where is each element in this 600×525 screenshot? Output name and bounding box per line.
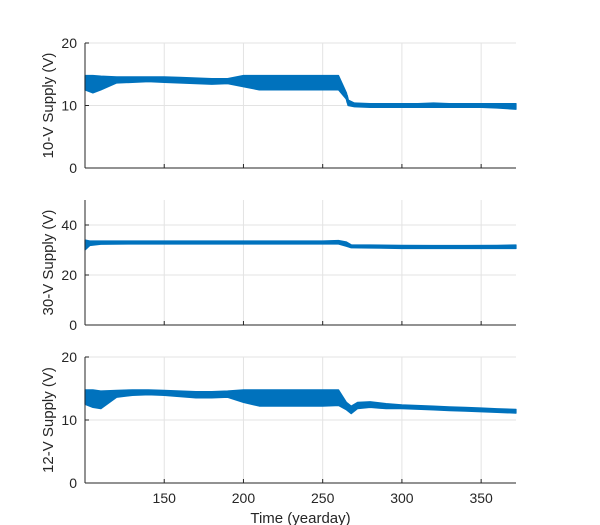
y-tick-label: 20 bbox=[61, 267, 77, 283]
y-axis-label: 30-V Supply (V) bbox=[40, 210, 57, 316]
series-line-1 bbox=[84, 241, 516, 249]
series-line-1 bbox=[84, 77, 517, 109]
y-tick-label: 20 bbox=[61, 35, 77, 51]
y-tick-label: 0 bbox=[69, 160, 77, 176]
y-tick-label: 10 bbox=[61, 98, 77, 114]
x-axis-label: Time (yearday) bbox=[250, 510, 350, 525]
x-tick-label: 150 bbox=[153, 490, 177, 506]
series-line-1 bbox=[84, 390, 517, 413]
y-tick-label: 40 bbox=[61, 217, 77, 233]
subplot-3: 0 10 20 150 200 250 300 350 12-V Supply (V) Time … bbox=[40, 349, 517, 525]
x-tick-label: 300 bbox=[390, 490, 414, 506]
x-tick-label: 350 bbox=[469, 490, 493, 506]
y-tick-label: 10 bbox=[61, 412, 77, 428]
x-tick-label: 200 bbox=[232, 490, 256, 506]
y-tick-label: 0 bbox=[69, 475, 77, 491]
x-tick-label: 250 bbox=[311, 490, 335, 506]
y-axis-label: 10-V Supply (V) bbox=[40, 53, 57, 159]
y-tick-label: 0 bbox=[69, 317, 77, 333]
y-axis-label: 12-V Supply (V) bbox=[40, 367, 57, 473]
y-tick-label: 20 bbox=[61, 349, 77, 365]
